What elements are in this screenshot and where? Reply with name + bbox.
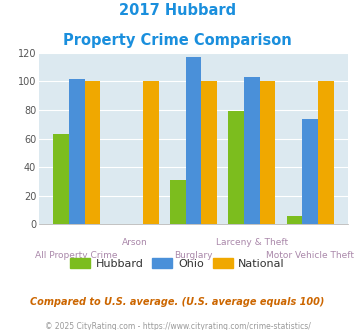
Bar bbox=[201, 82, 217, 224]
Bar bbox=[69, 79, 84, 224]
Text: Arson: Arson bbox=[122, 238, 148, 247]
Bar bbox=[53, 134, 69, 224]
Bar bbox=[244, 77, 260, 224]
Bar bbox=[302, 118, 318, 224]
Legend: Hubbard, Ohio, National: Hubbard, Ohio, National bbox=[66, 254, 289, 273]
Bar bbox=[228, 112, 244, 224]
Text: Compared to U.S. average. (U.S. average equals 100): Compared to U.S. average. (U.S. average … bbox=[30, 297, 325, 307]
Bar bbox=[318, 82, 334, 224]
Bar bbox=[186, 57, 201, 224]
Text: Larceny & Theft: Larceny & Theft bbox=[216, 238, 288, 247]
Text: 2017 Hubbard: 2017 Hubbard bbox=[119, 3, 236, 18]
Bar bbox=[260, 82, 275, 224]
Bar bbox=[286, 216, 302, 224]
Bar bbox=[143, 82, 159, 224]
Text: Burglary: Burglary bbox=[174, 251, 213, 260]
Text: © 2025 CityRating.com - https://www.cityrating.com/crime-statistics/: © 2025 CityRating.com - https://www.city… bbox=[45, 322, 310, 330]
Text: Property Crime Comparison: Property Crime Comparison bbox=[63, 33, 292, 48]
Bar bbox=[84, 82, 100, 224]
Bar bbox=[170, 180, 186, 224]
Text: Motor Vehicle Theft: Motor Vehicle Theft bbox=[266, 251, 354, 260]
Text: All Property Crime: All Property Crime bbox=[36, 251, 118, 260]
